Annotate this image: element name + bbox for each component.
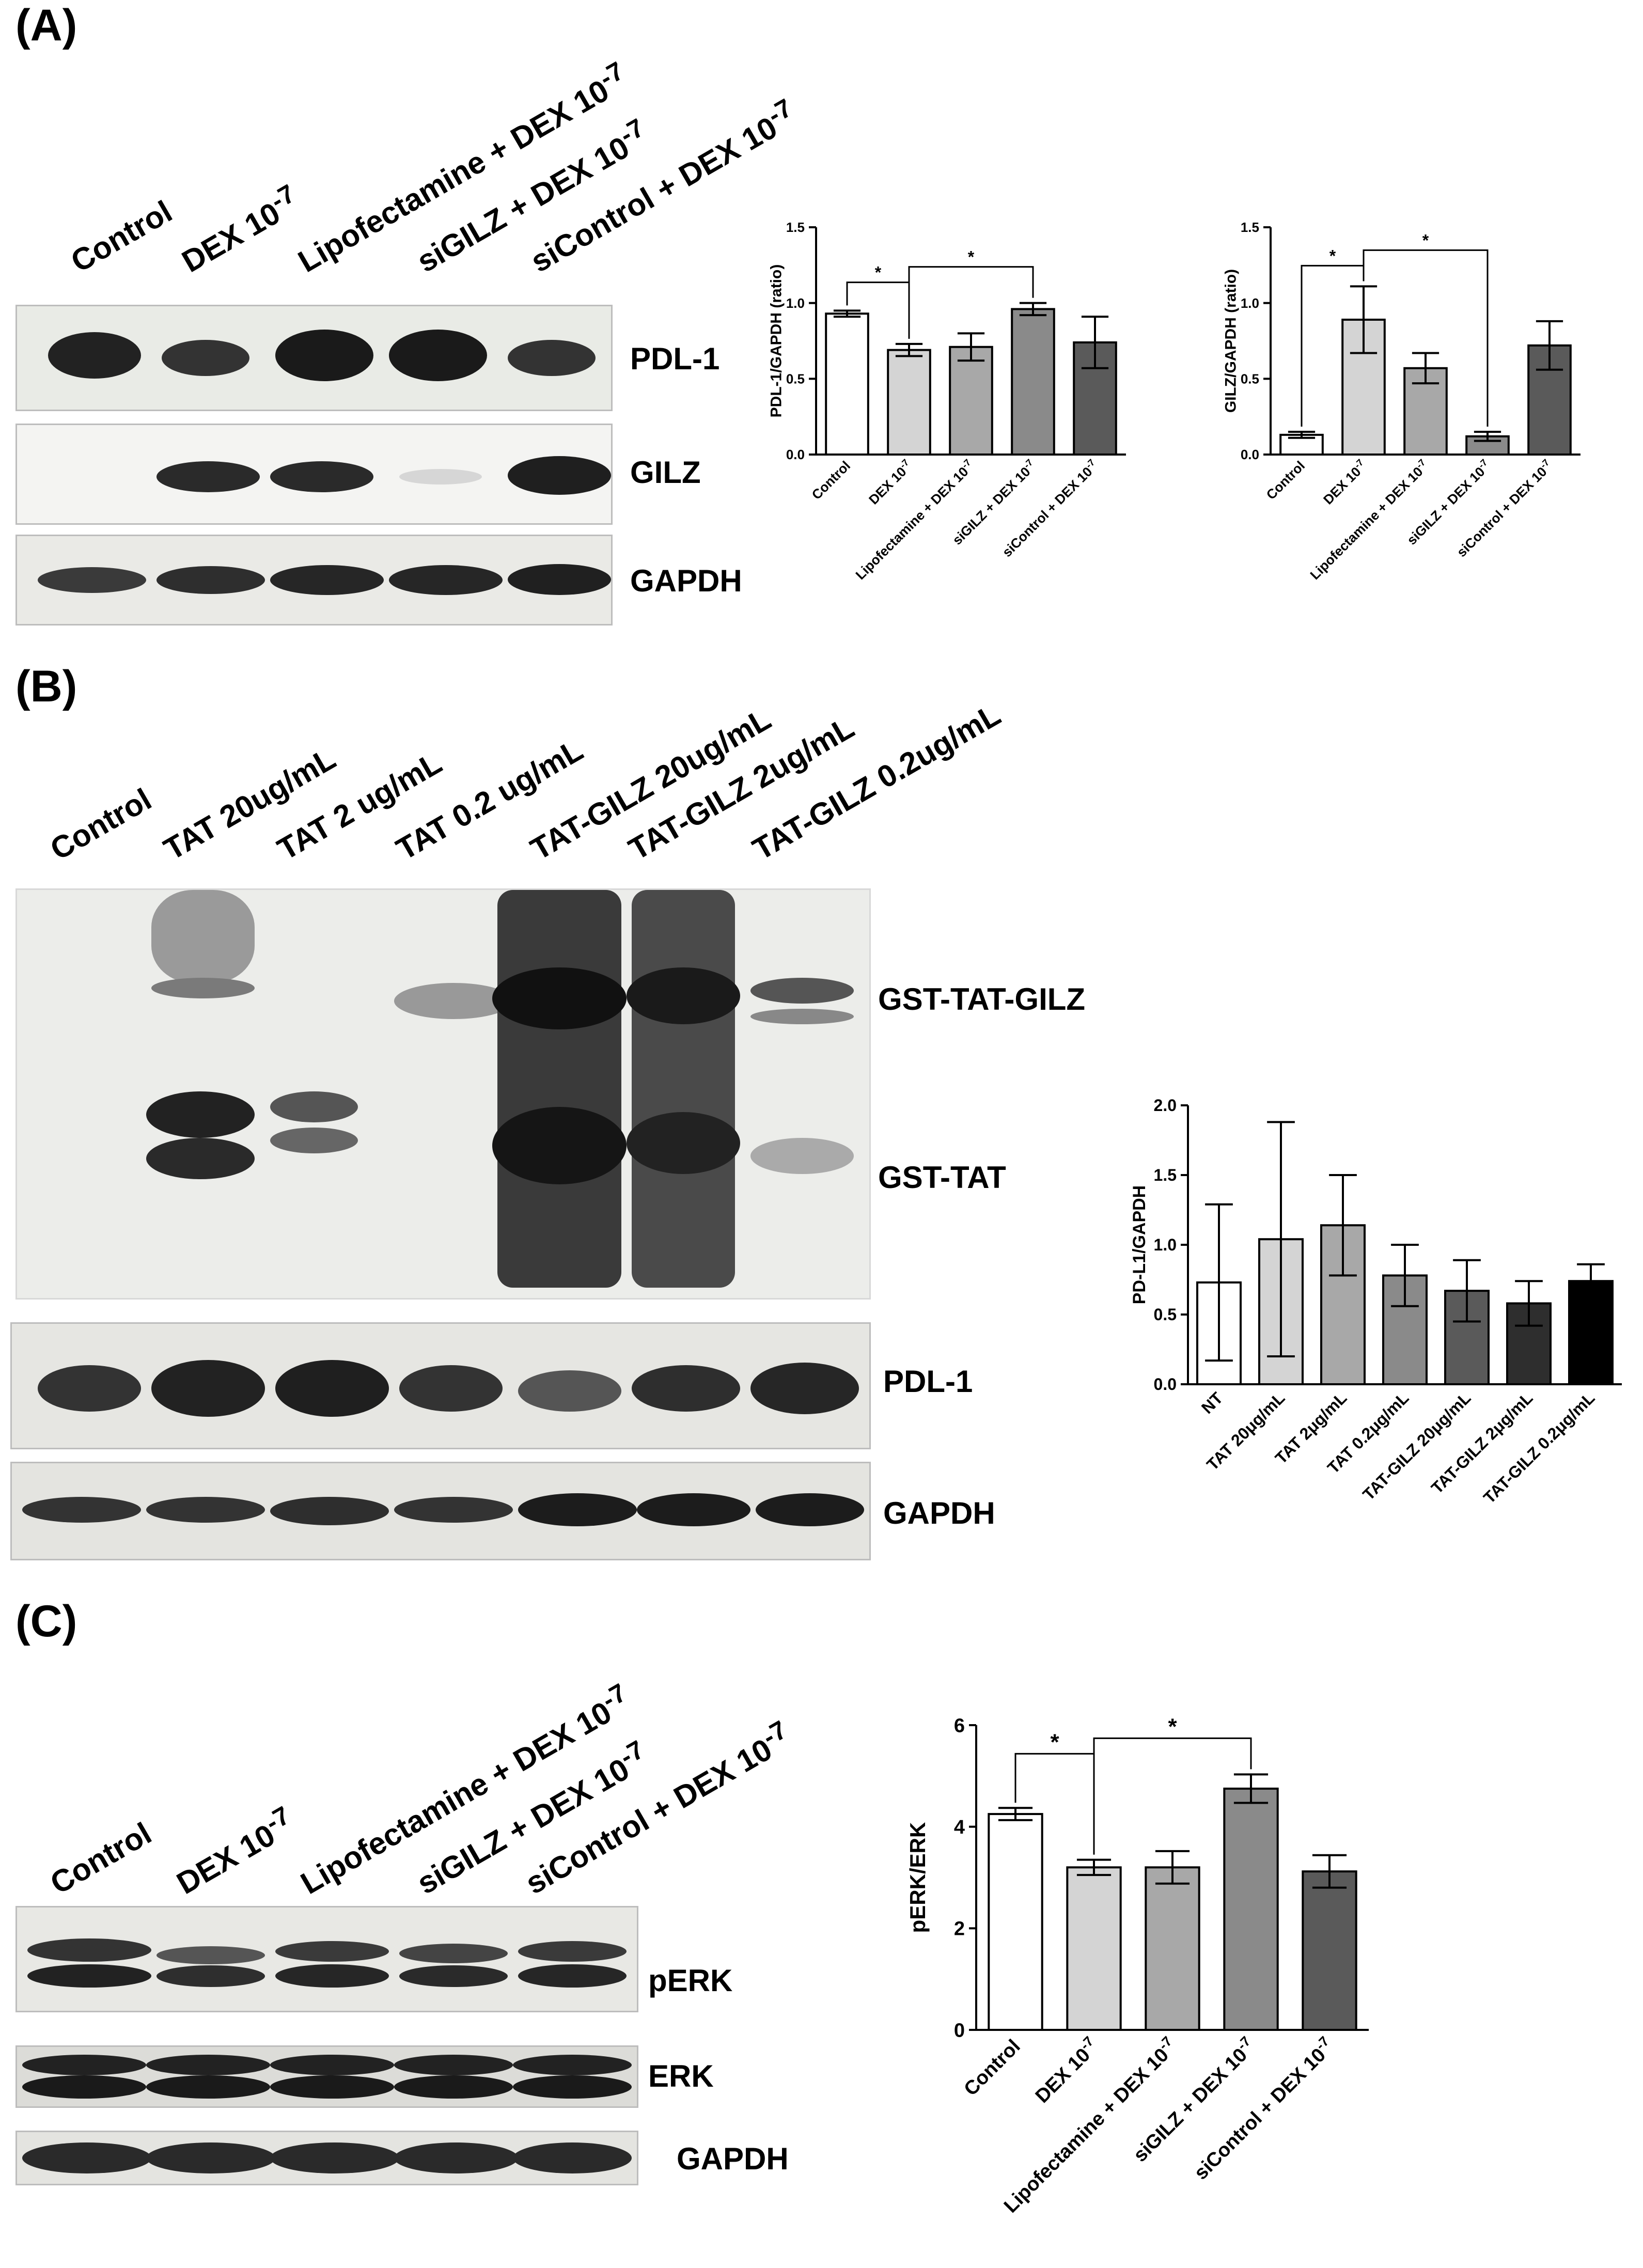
blot-label: GST-TAT-GILZ [878,982,1086,1016]
significance-star: * [1168,1714,1177,1739]
blot-gapdh-c [15,2131,638,2185]
significance-star: * [968,248,975,267]
blot-label: GST-TAT [878,1160,1006,1195]
y-tick-label: 2 [954,1918,965,1940]
blot-label: pERK [648,1963,733,1998]
x-tick-label: Control [1263,458,1308,503]
x-tick-label: Control [960,2036,1025,2100]
y-tick-label: 0.0 [786,447,805,462]
y-tick-label: 0.0 [1154,1375,1177,1394]
significance-star: * [1329,246,1336,265]
significance-bracket [1363,249,1489,427]
y-tick-label: 0.5 [1241,371,1259,386]
bar [1223,1787,1279,2031]
y-tick-label: 4 [954,1817,965,1838]
blot-label: GAPDH [630,564,742,598]
panel-label-c: (C) [15,1597,77,1646]
lane-label: Control [44,1816,158,1901]
significance-star: * [875,263,882,282]
y-tick-label: 1.5 [1241,220,1259,235]
bar [949,346,993,456]
blot-label: PDL-1 [883,1364,973,1399]
x-tick-label: DEX 10-7 [1029,2034,1103,2107]
x-tick-label: NT [1198,1388,1227,1417]
lane-label: DEX 10-7 [171,1801,295,1901]
lane-label: Control [44,781,158,867]
x-tick-label: Lipofectamine + DEX 10-7 [1306,457,1432,583]
blot-gapdh-b [10,1462,871,1560]
chart-pdl1-gapdh: 0.0 0.5 1.0 1.5 PDL-1/GAPDH (ratio) Control DE… [768,220,1126,583]
bar [825,312,869,456]
y-axis-label: GILZ/GAPDH (ratio) [1222,269,1239,413]
y-tick-label: 1.0 [786,295,805,311]
bar [1011,308,1055,456]
panel-label-a: (A) [15,1,77,50]
blot-label: ERK [648,2059,714,2093]
blot-label: GILZ [630,455,701,490]
x-tick-label: TAT-GILZ 0.2μg/mL [1480,1388,1599,1507]
x-tick-label: Control [808,458,853,503]
y-tick-label: 0.5 [786,371,805,386]
bar [1302,1870,1357,2031]
y-tick-label: 0 [954,2020,965,2041]
y-tick-label: 1.5 [1154,1166,1177,1184]
significance-star: * [1050,1729,1059,1755]
y-tick-label: 1.5 [786,220,805,235]
bar [887,349,931,456]
x-tick-label: siControl + DEX 10-7 [1188,2034,1339,2184]
x-tick-label: DEX 10-7 [1320,457,1370,507]
blot-pdl1-a [15,305,613,411]
panel-label-b: (B) [15,662,77,711]
y-tick-label: 0.5 [1154,1305,1177,1324]
chart-gilz-gapdh: 0.0 0.5 1.0 1.5 GILZ/GAPDH (ratio) Control DEX… [1222,220,1581,583]
bar [988,1813,1043,2031]
lane-label: DEX 10-7 [176,179,300,279]
blot-pdl1-b [10,1322,871,1449]
x-tick-label: DEX 10-7 [865,457,915,507]
blot-label: PDL-1 [630,341,720,376]
x-tick-label: TAT-GILZ 20μg/mL [1359,1388,1474,1504]
blot-gst-b [15,888,871,1300]
significance-bracket [1093,1737,1252,1855]
bar [1066,1866,1122,2031]
y-axis-label: pERK/ERK [905,1822,930,1933]
significance-bracket [908,266,1034,339]
significance-star: * [1422,231,1429,249]
y-tick-label: 0.0 [1241,447,1259,462]
x-tick-label: Lipofectamine + DEX 10-7 [852,457,977,583]
blot-perk-c [15,1906,638,2012]
y-tick-label: 6 [954,1715,965,1737]
x-tick-label: TAT-GILZ 2μg/mL [1428,1388,1537,1497]
lane-label: Control [65,194,178,279]
y-tick-label: 1.0 [1154,1235,1177,1254]
y-tick-label: 2.0 [1154,1096,1177,1115]
bar [1145,1866,1200,2031]
blot-erk-c [15,2045,638,2108]
blot-gilz-a [15,424,613,525]
blot-label: GAPDH [677,2141,789,2176]
y-tick-label: 1.0 [1241,295,1259,311]
blot-label: GAPDH [883,1496,995,1530]
y-axis-label: PDL-1/GAPDH (ratio) [768,264,785,418]
y-axis-label: PD-L1/GAPDH [1130,1185,1149,1304]
blot-gapdh-a [15,535,613,625]
